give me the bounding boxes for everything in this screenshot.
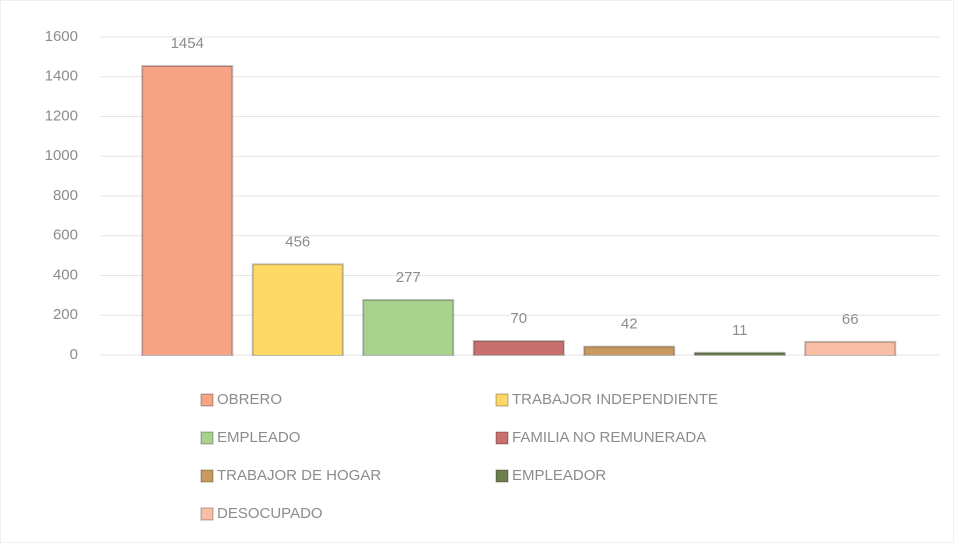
bar-fill: [474, 342, 563, 355]
legend-swatch: [200, 469, 214, 483]
y-tick-label: 1600: [45, 28, 78, 45]
legend-swatch: [200, 507, 214, 521]
y-tick-label: 800: [53, 187, 78, 204]
data-label: 66: [842, 311, 859, 328]
bar-fill: [143, 67, 232, 355]
legend-swatch: [495, 393, 509, 407]
legend-label: TRABAJOR DE HOGAR: [217, 467, 381, 484]
y-tick-label: 1400: [45, 68, 78, 85]
legend-label: EMPLEADO: [217, 429, 300, 446]
y-tick-label: 0: [70, 346, 78, 363]
bar-fill: [253, 265, 342, 355]
data-label: 42: [621, 316, 638, 333]
bar-fill: [364, 300, 453, 355]
y-tick-label: 400: [53, 266, 78, 283]
bar-fill: [695, 353, 784, 355]
legend-label: EMPLEADOR: [512, 467, 606, 484]
legend-swatch: [495, 431, 509, 445]
bar-fill: [806, 342, 895, 355]
legend-swatch: [200, 393, 214, 407]
data-label: 456: [285, 233, 310, 250]
legend-label: OBRERO: [217, 391, 282, 408]
legend-label: TRABAJOR INDEPENDIENTE: [512, 391, 718, 408]
legend-label: DESOCUPADO: [217, 505, 323, 522]
data-label: 70: [510, 310, 527, 327]
y-tick-label: 1200: [45, 107, 78, 124]
legend-label: FAMILIA NO REMUNERADA: [512, 429, 706, 446]
data-label: 11: [732, 322, 748, 339]
data-label: 277: [396, 269, 421, 286]
y-tick-label: 200: [53, 306, 78, 323]
legend-swatch: [495, 469, 509, 483]
y-tick-label: 600: [53, 227, 78, 244]
legend-swatch: [200, 431, 214, 445]
y-tick-label: 1000: [45, 147, 78, 164]
data-label: 1454: [171, 35, 204, 52]
bar-fill: [585, 347, 674, 355]
